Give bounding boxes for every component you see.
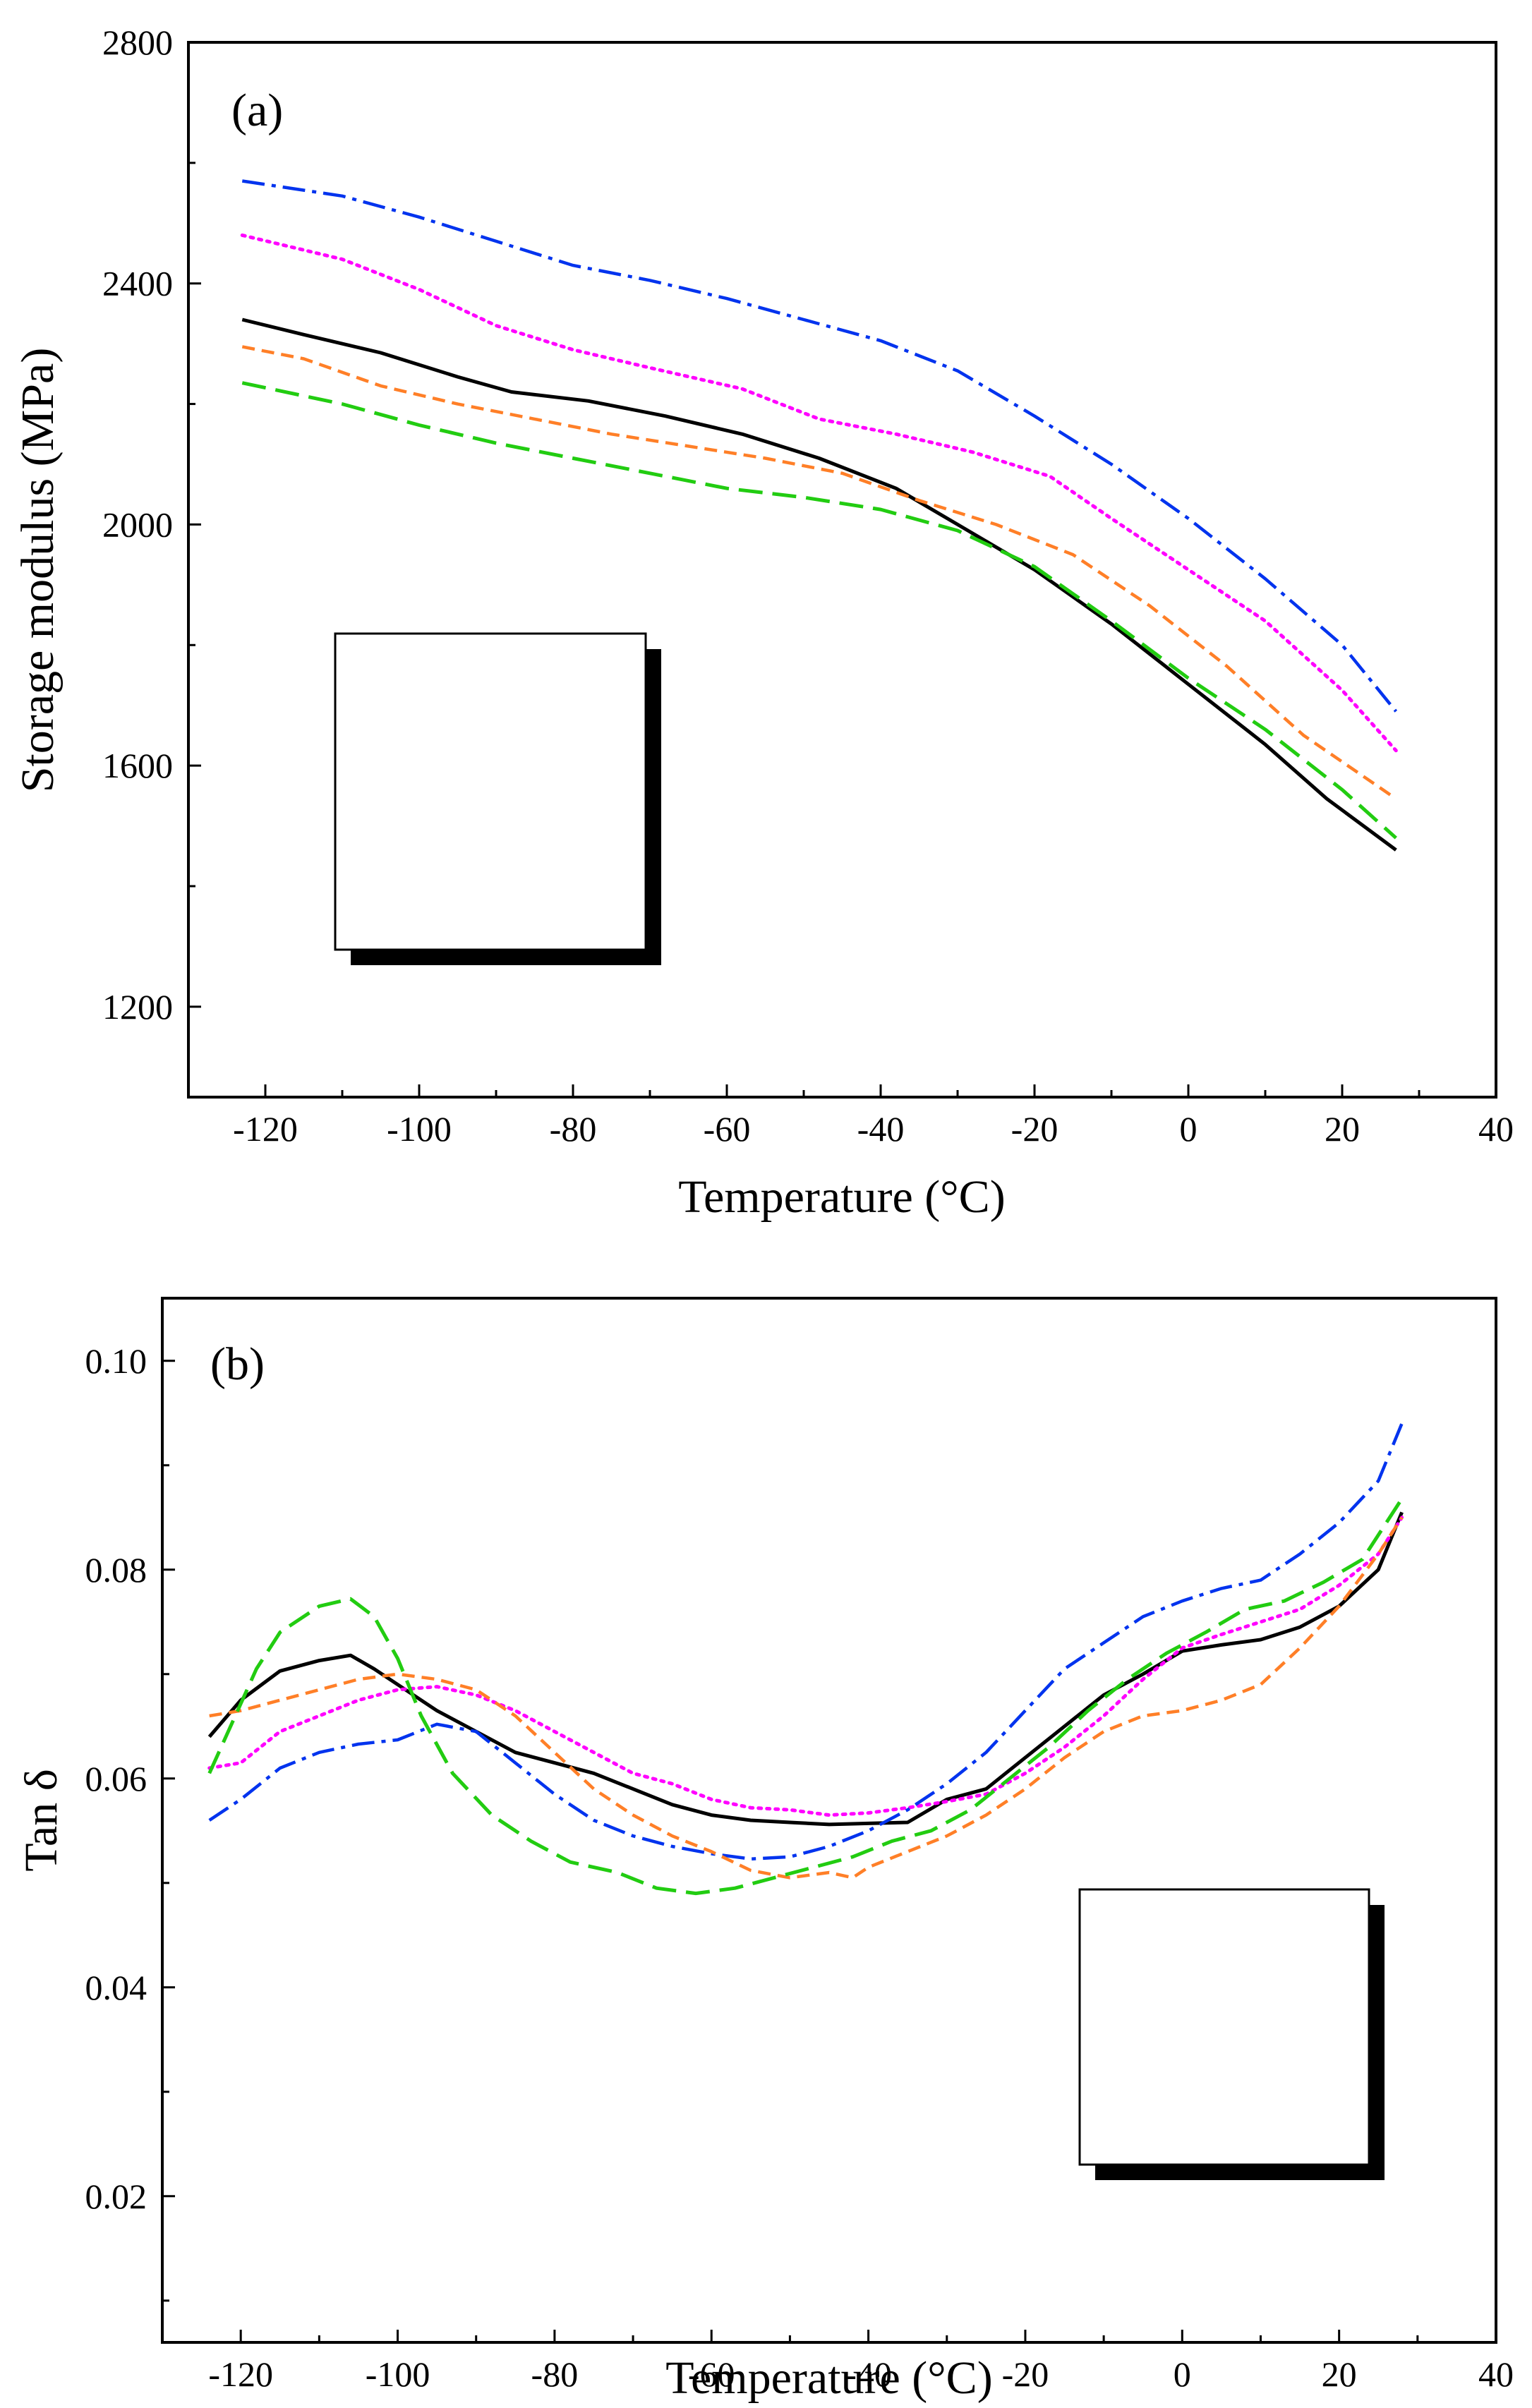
x-tick-label: -20 <box>1011 1109 1058 1149</box>
x-axis-title: Temperature (°C) <box>665 2352 992 2404</box>
x-tick-label: -60 <box>688 2354 735 2394</box>
x-tick-label: 40 <box>1478 1109 1514 1149</box>
x-tick-label: -20 <box>1002 2354 1049 2394</box>
panel-label: (b) <box>210 1338 265 1390</box>
series-line-bpc-8pct <box>207 1497 1404 1896</box>
plot-frame <box>161 1297 1497 2344</box>
y-tick-label: 1600 <box>102 746 173 785</box>
series-line-bpc-8pct <box>241 381 1397 840</box>
y-tick-label: 0.06 <box>85 1759 147 1798</box>
x-tick-label: 0 <box>1180 1109 1198 1149</box>
x-tick-label: -80 <box>531 2354 579 2394</box>
series-line-bpc-6pct <box>241 345 1397 800</box>
y-tick-label: 2000 <box>102 504 173 544</box>
x-tick-label: 20 <box>1325 1109 1360 1149</box>
y-axis-title: Storage modulus (MPa) <box>12 348 64 793</box>
x-tick-label: -80 <box>550 1109 597 1149</box>
x-tick-label: -100 <box>366 2354 430 2394</box>
y-tick-label: 2800 <box>102 23 173 62</box>
y-tick-label: 1200 <box>102 987 173 1027</box>
x-tick-label: 0 <box>1174 2354 1191 2394</box>
x-tick-label: -120 <box>233 1109 298 1149</box>
x-tick-label: 20 <box>1322 2354 1357 2394</box>
storage-modulus-chart: (a) -120 -100 -80 -60 -40 -20 0 20 40 1200 1600 200… <box>12 23 1514 1223</box>
x-tick-label: -40 <box>857 1109 905 1149</box>
series-line-bpc-4pct <box>208 1422 1404 1861</box>
x-tick-label: -100 <box>387 1109 452 1149</box>
series-line-bpc-2pct <box>240 233 1398 753</box>
x-tick-label: 40 <box>1478 2354 1514 2394</box>
y-axis-title: Tan δ <box>16 1769 67 1872</box>
series-line-bpc-4pct <box>241 179 1398 713</box>
legend-box <box>1078 1888 1370 2166</box>
x-tick-label: -60 <box>704 1109 751 1149</box>
y-tick-label: 0.08 <box>85 1550 147 1590</box>
series-line-bpc-2pct <box>207 1515 1404 1817</box>
legend-box <box>334 632 647 951</box>
legend <box>1078 1888 1385 2180</box>
legend <box>334 632 661 965</box>
series-line-bpc <box>241 317 1397 852</box>
y-tick-label: 0.02 <box>85 2177 147 2216</box>
x-axis-title: Temperature (°C) <box>678 1171 1005 1223</box>
y-tick-label: 2400 <box>102 264 173 303</box>
series-line-bpc-6pct <box>209 1516 1404 1880</box>
x-tick-label: -40 <box>845 2354 892 2394</box>
tan-delta-chart: (b) -120 -100 -80 -60 -40 -20 0 20 40 0.02 0.04 0.0… <box>16 1297 1514 2404</box>
y-tick-label: 0.04 <box>85 1968 147 2007</box>
plot-frame <box>187 41 1497 1099</box>
panel-label: (a) <box>231 85 283 136</box>
series-line-bpc <box>207 1511 1404 1827</box>
x-tick-label: -120 <box>208 2354 273 2394</box>
y-tick-label: 0.10 <box>85 1341 147 1381</box>
